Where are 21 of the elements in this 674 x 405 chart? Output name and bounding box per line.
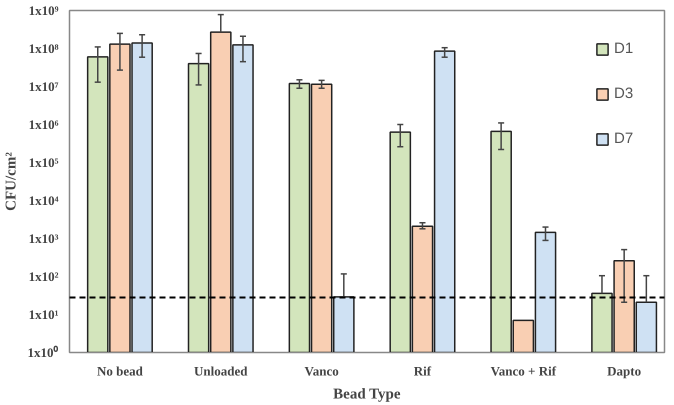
legend-label: D7: [614, 130, 634, 147]
x-tick-label: Vanco + Rif: [490, 364, 557, 378]
y-tick-label: 1x10²: [28, 269, 59, 284]
x-tick-label: Dapto: [607, 364, 642, 378]
legend-label: D1: [614, 40, 634, 57]
x-tick-label: Unloaded: [194, 364, 248, 378]
x-axis-title: Bead Type: [333, 386, 401, 402]
y-axis-title: CFU/cm²: [4, 152, 20, 211]
y-tick-label: 1x10⁹: [28, 3, 59, 18]
y-tick-label: 1x10⁰: [28, 345, 58, 360]
x-tick-label: Vanco: [304, 364, 339, 378]
y-tick-label: 1x10⁶: [28, 117, 59, 132]
y-tick-label: 1x10⁴: [28, 193, 59, 208]
y-tick-label: 1x10¹: [28, 307, 59, 322]
y-tick-label: 1x10⁵: [28, 155, 59, 170]
x-tick-label: Rif: [414, 364, 432, 378]
y-tick-label: 1x10⁸: [28, 41, 59, 56]
y-tick-label: 1x10⁷: [28, 79, 59, 94]
y-tick-label: 1x10³: [28, 231, 59, 246]
legend-label: D3: [614, 85, 634, 102]
x-tick-label: No bead: [96, 364, 144, 378]
